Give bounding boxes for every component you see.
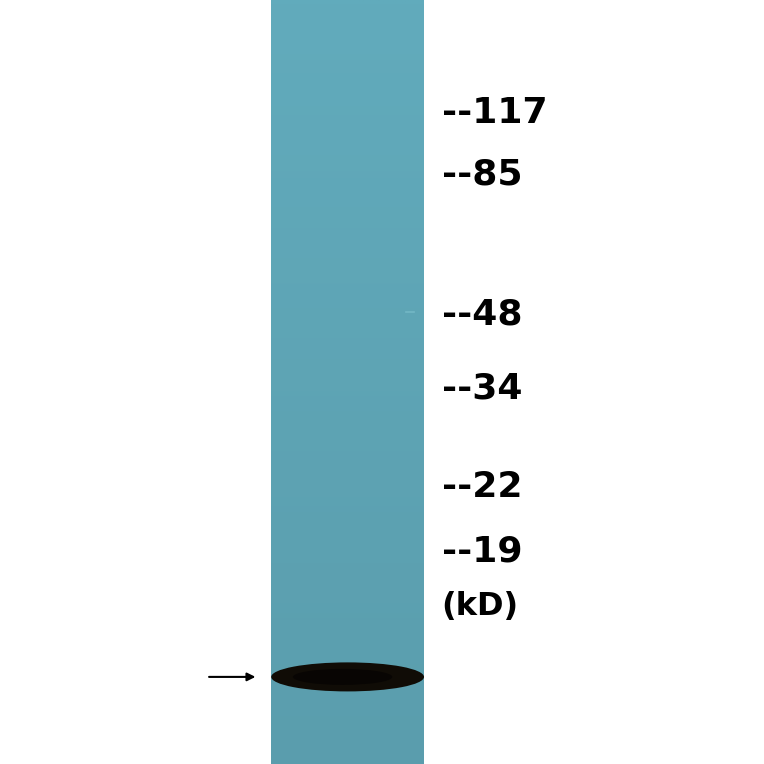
Text: --34: --34 xyxy=(442,371,522,405)
Text: --117: --117 xyxy=(442,96,547,130)
Text: --85: --85 xyxy=(442,157,522,191)
Text: (kD): (kD) xyxy=(442,591,519,622)
Ellipse shape xyxy=(271,662,424,691)
Ellipse shape xyxy=(293,669,392,685)
Bar xyxy=(271,0,424,764)
Text: --19: --19 xyxy=(442,535,523,568)
Text: --48: --48 xyxy=(442,298,522,332)
Text: --22: --22 xyxy=(442,471,522,504)
